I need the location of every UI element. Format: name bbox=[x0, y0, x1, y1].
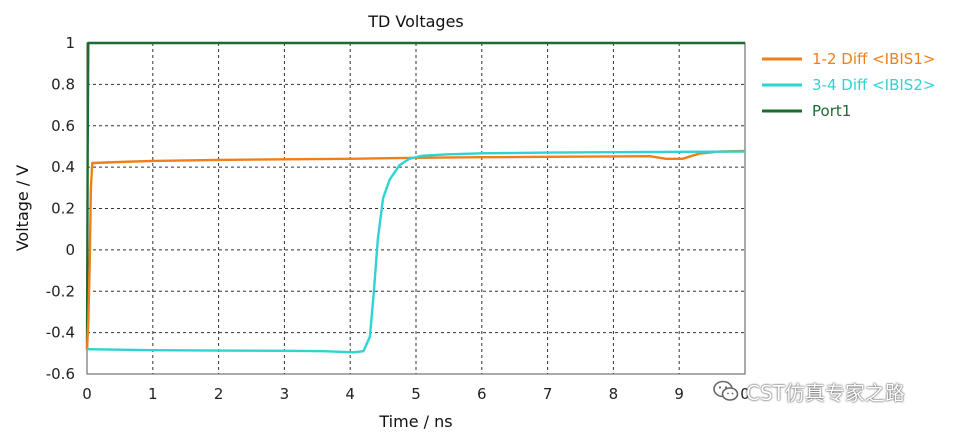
legend: 1-2 Diff <IBIS1> 3-4 Diff <IBIS2> Port1 bbox=[762, 50, 935, 120]
y-axis-label: Voltage / V bbox=[13, 165, 32, 252]
chart-title: TD Voltages bbox=[367, 12, 464, 31]
x-tick-label: 4 bbox=[345, 385, 355, 403]
y-tick-label: 0.4 bbox=[51, 158, 75, 176]
y-tick-label: 0 bbox=[65, 241, 75, 259]
x-axis-label: Time / ns bbox=[378, 412, 452, 431]
legend-label: 1-2 Diff <IBIS1> bbox=[812, 50, 935, 68]
legend-label: 3-4 Diff <IBIS2> bbox=[812, 76, 935, 94]
x-tick-label: 0 bbox=[82, 385, 92, 403]
series-line-3 bbox=[85, 41, 745, 350]
series-line-1 bbox=[85, 149, 746, 350]
x-tick-label: 5 bbox=[411, 385, 421, 403]
y-tick-labels: -0.6 -0.4 -0.2 0 0.2 0.4 0.6 0.8 1 bbox=[46, 34, 75, 383]
watermark: CST仿真专家之路 bbox=[712, 376, 905, 406]
series-layer bbox=[85, 41, 746, 354]
x-tick-label: 7 bbox=[543, 385, 553, 403]
x-tick-label: 0 bbox=[740, 385, 750, 403]
grid bbox=[87, 43, 745, 374]
x-tick-label: 2 bbox=[214, 385, 224, 403]
y-tick-label: -0.4 bbox=[46, 324, 75, 342]
series-line-2 bbox=[86, 150, 746, 354]
watermark-text: CST仿真专家之路 bbox=[746, 380, 905, 405]
y-tick-label: 0.6 bbox=[51, 117, 75, 135]
x-tick-label: 8 bbox=[609, 385, 619, 403]
y-tick-label: -0.2 bbox=[46, 282, 75, 300]
y-tick-label: 0.8 bbox=[51, 75, 75, 93]
x-tick-labels: 0 1 2 3 4 5 6 7 8 9 0 bbox=[82, 385, 750, 403]
y-tick-label: -0.6 bbox=[46, 365, 75, 383]
x-tick-label: 3 bbox=[280, 385, 290, 403]
x-tick-label: 1 bbox=[148, 385, 158, 403]
x-tick-label: 6 bbox=[477, 385, 487, 403]
wechat-icon bbox=[713, 380, 739, 401]
x-tick-label: 9 bbox=[674, 385, 684, 403]
y-tick-label: 1 bbox=[65, 34, 75, 52]
y-tick-label: 0.2 bbox=[51, 200, 75, 218]
legend-label: Port1 bbox=[812, 102, 851, 120]
